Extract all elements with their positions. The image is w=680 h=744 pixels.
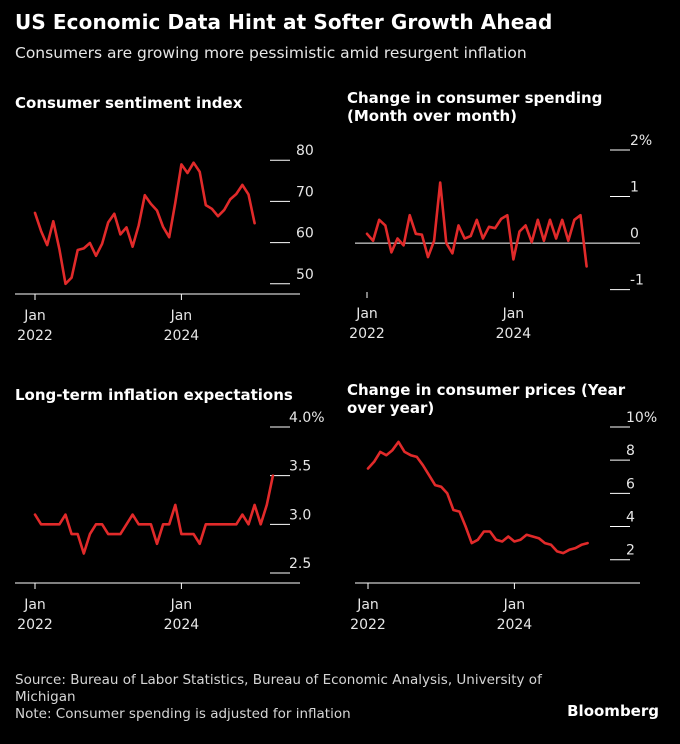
y-tick-label: 4.0%	[289, 410, 325, 426]
x-tick-label: Jan	[170, 597, 193, 613]
x-tick-label: Jan	[355, 306, 378, 322]
x-tick-label: Jan	[170, 308, 193, 324]
y-tick-label: 8	[626, 443, 635, 459]
chart-title-consumer-spending: Change in consumer spending (Month over …	[347, 89, 603, 125]
x-tick-label: 2022	[17, 617, 53, 633]
y-tick-label: 3.0	[289, 507, 311, 523]
y-tick-label: 6	[626, 476, 635, 492]
y-tick-label: 70	[296, 184, 314, 200]
y-tick-label: 10%	[626, 410, 657, 426]
y-tick-label: 2%	[630, 133, 652, 149]
chart-consumer-spending: -1 0 1 2% Jan 2022 Jan 2024	[349, 133, 652, 342]
series-line	[33, 474, 275, 555]
y-tick-label: 80	[296, 143, 314, 159]
x-tick-label: 2024	[497, 617, 533, 633]
y-tick-label: -1	[630, 273, 644, 289]
page-subtitle: Consumers are growing more pessimistic a…	[15, 44, 527, 62]
y-tick-label: 2.5	[289, 556, 311, 572]
source-note: Source: Bureau of Labor Statistics, Bure…	[15, 672, 542, 705]
x-tick-label: Jan	[356, 597, 379, 613]
x-tick-label: 2024	[164, 617, 200, 633]
x-tick-label: 2022	[349, 326, 385, 342]
series-line	[33, 161, 256, 286]
y-tick-label: 1	[630, 180, 639, 196]
series-line	[366, 440, 589, 555]
x-tick-label: 2022	[17, 328, 53, 344]
footer: Source: Bureau of Labor Statistics, Bure…	[15, 672, 555, 723]
chart-inflation-expectations: 2.5 3.0 3.5 4.0% Jan 2022 Jan 2024	[15, 410, 325, 633]
page-title: US Economic Data Hint at Softer Growth A…	[15, 10, 553, 34]
chart-consumer-prices: 2 4 6 8 10% Jan 2022 Jan 2024	[350, 410, 657, 633]
chart-title-consumer-sentiment: Consumer sentiment index	[15, 94, 243, 112]
chart-title-consumer-prices: Change in consumer prices (Year over yea…	[347, 381, 626, 417]
bloomberg-logo: Bloomberg	[567, 702, 659, 720]
x-tick-label: Jan	[23, 308, 46, 324]
chart-consumer-sentiment: 50 60 70 80 Jan 2022 Jan 2024	[15, 143, 314, 344]
x-tick-label: Jan	[502, 306, 525, 322]
x-tick-label: 2022	[350, 617, 386, 633]
y-tick-label: 50	[296, 267, 314, 283]
y-tick-label: 4	[626, 510, 635, 526]
footnote: Note: Consumer spending is adjusted for …	[15, 706, 351, 722]
x-tick-label: 2024	[164, 328, 200, 344]
series-line	[365, 181, 588, 268]
y-tick-label: 2	[626, 543, 635, 559]
x-tick-label: Jan	[23, 597, 46, 613]
y-tick-label: 0	[630, 226, 639, 242]
y-tick-label: 3.5	[289, 459, 311, 475]
y-tick-label: 60	[296, 226, 314, 242]
x-tick-label: Jan	[503, 597, 526, 613]
x-tick-label: 2024	[496, 326, 532, 342]
chart-title-inflation-expectations: Long-term inflation expectations	[15, 386, 293, 404]
